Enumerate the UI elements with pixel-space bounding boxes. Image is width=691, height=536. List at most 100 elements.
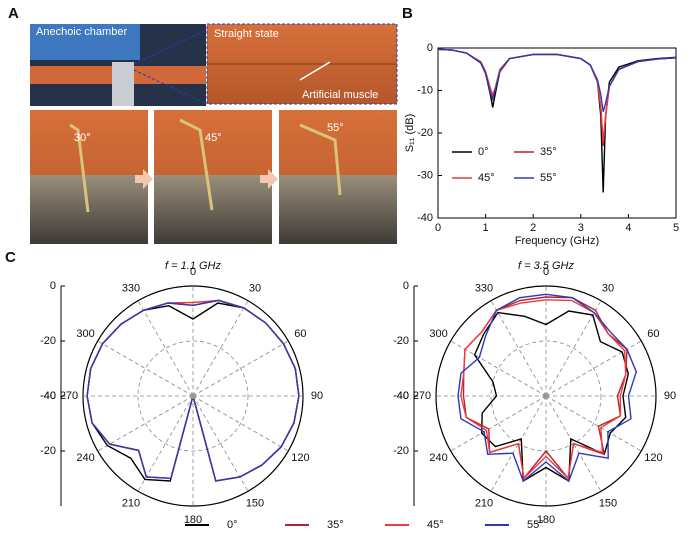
series-line xyxy=(437,48,677,146)
legend-label: 55° xyxy=(527,519,544,531)
theta-tick-label: 30 xyxy=(602,283,614,295)
radial-tick-label: 0 xyxy=(50,280,56,292)
x-tick-label: 3 xyxy=(578,222,584,234)
legend-label: 0° xyxy=(478,146,489,158)
spoke xyxy=(490,395,547,492)
radial-tick-label: 0 xyxy=(403,280,409,292)
y-tick-label: -10 xyxy=(417,84,433,96)
angle-label: 55° xyxy=(327,122,344,134)
theta-tick-label: 150 xyxy=(599,497,617,509)
pattern-line xyxy=(473,310,630,483)
panel-label: A xyxy=(8,5,19,22)
panel-label: C xyxy=(5,249,16,266)
x-tick-label: 4 xyxy=(625,222,631,234)
theta-tick-label: 210 xyxy=(475,497,493,509)
polar-title: f = 1.1 GHz xyxy=(165,260,221,272)
spoke xyxy=(450,340,547,397)
series-line xyxy=(437,48,677,142)
photo-caption: Artificial muscle xyxy=(302,89,378,101)
theta-tick-label: 210 xyxy=(122,497,140,509)
muscle-strands xyxy=(69,118,342,213)
spoke xyxy=(192,300,249,397)
angle-label: 30° xyxy=(74,132,91,144)
chamber-post xyxy=(112,62,134,106)
theta-tick-label: 240 xyxy=(429,452,447,464)
theta-tick-label: 180 xyxy=(537,514,555,526)
theta-tick-label: 90 xyxy=(664,390,676,402)
spoke xyxy=(545,395,602,492)
x-tick-label: 0 xyxy=(435,222,441,234)
chamber-box xyxy=(30,24,140,60)
radial-tick-label: -20 xyxy=(40,445,56,457)
series-line xyxy=(437,48,677,193)
x-tick-label: 2 xyxy=(530,222,536,234)
y-axis-label: S₁₁ (dB) xyxy=(404,114,416,153)
grid-circle xyxy=(435,285,657,507)
plot-frame xyxy=(437,47,677,219)
radial-tick-label: -40 xyxy=(393,390,409,402)
grid-circle xyxy=(82,285,304,507)
spoke xyxy=(545,300,602,397)
spoke xyxy=(192,395,249,492)
theta-tick-label: 0 xyxy=(190,266,196,278)
theta-tick-label: 300 xyxy=(76,328,94,340)
spoke xyxy=(545,340,642,397)
polar-title: f = 3.5 GHz xyxy=(518,260,574,272)
zoom-lines xyxy=(133,29,208,105)
spoke xyxy=(97,340,194,397)
theta-tick-label: 300 xyxy=(429,328,447,340)
spoke xyxy=(192,395,289,452)
spoke xyxy=(137,300,194,397)
x-tick-label: 1 xyxy=(483,222,489,234)
theta-tick-label: 120 xyxy=(291,452,309,464)
photo-caption: Anechoic chamber xyxy=(36,26,127,38)
legend-label: 35° xyxy=(540,146,557,158)
spoke xyxy=(450,395,547,452)
x-axis-label: Frequency (GHz) xyxy=(515,235,599,247)
theta-tick-label: 60 xyxy=(294,328,306,340)
angle-label: 45° xyxy=(205,132,222,144)
radial-tick-label: -40 xyxy=(40,390,56,402)
spoke xyxy=(192,340,289,397)
theta-tick-label: 120 xyxy=(644,452,662,464)
radial-tick-label: -20 xyxy=(393,335,409,347)
radial-tick-label: -20 xyxy=(393,445,409,457)
spoke xyxy=(137,395,194,492)
legend-label: 0° xyxy=(227,519,238,531)
theta-tick-label: 180 xyxy=(184,514,202,526)
theta-tick-label: 270 xyxy=(60,390,78,402)
legend-label: 45° xyxy=(427,519,444,531)
theta-tick-label: 30 xyxy=(249,283,261,295)
theta-tick-label: 60 xyxy=(647,328,659,340)
theta-tick-label: 0 xyxy=(543,266,549,278)
photo-caption: Straight state xyxy=(214,28,279,40)
photo-panel xyxy=(30,23,398,244)
y-tick-label: -20 xyxy=(417,127,433,139)
center-dot xyxy=(543,393,549,399)
pointer-arrow xyxy=(299,61,331,81)
panel-label: B xyxy=(402,5,413,22)
pattern-line xyxy=(460,299,627,480)
theta-tick-label: 330 xyxy=(122,283,140,295)
theta-tick-label: 270 xyxy=(413,390,431,402)
spoke xyxy=(545,395,642,452)
x-tick-label: 5 xyxy=(673,222,679,234)
theta-tick-label: 90 xyxy=(311,390,323,402)
center-dot xyxy=(190,393,196,399)
theta-tick-label: 150 xyxy=(246,497,264,509)
y-tick-label: 0 xyxy=(427,42,433,54)
legend-label: 55° xyxy=(540,172,557,184)
series-line xyxy=(437,48,677,112)
legend-label: 35° xyxy=(327,519,344,531)
spoke xyxy=(97,395,194,452)
spoke xyxy=(490,300,547,397)
y-tick-label: -30 xyxy=(417,169,433,181)
theta-tick-label: 330 xyxy=(475,283,493,295)
legend-label: 45° xyxy=(478,172,495,184)
radial-tick-label: -20 xyxy=(40,335,56,347)
pattern-line xyxy=(457,293,638,483)
radial-tick-label: -40 xyxy=(393,390,409,402)
radial-tick-label: -40 xyxy=(40,390,56,402)
